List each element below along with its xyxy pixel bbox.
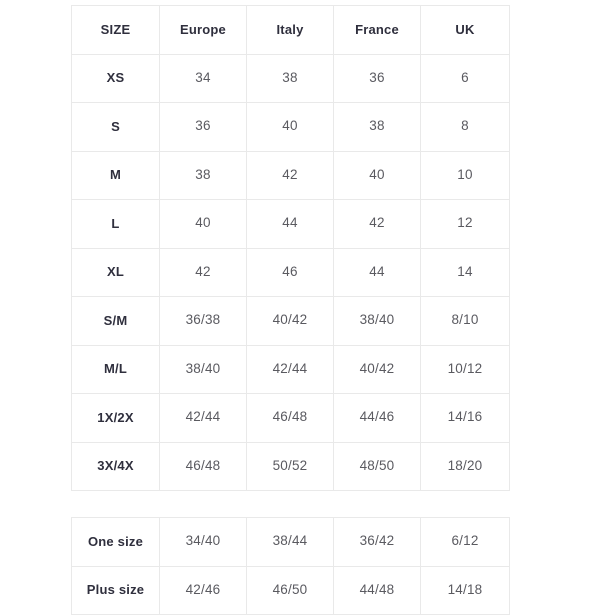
cell-france: 42: [333, 199, 421, 249]
cell-italy: 50/52: [246, 441, 334, 491]
row-label-s: S: [71, 102, 160, 152]
cell-italy: 46: [246, 247, 334, 297]
row-label-one-size: One size: [71, 517, 160, 567]
standard-size-table: SIZE Europe Italy France UK XS 34 38 36 …: [71, 5, 510, 491]
column-header-france: France: [333, 5, 421, 55]
cell-europe: 38/40: [159, 344, 247, 394]
row-label-s-m: S/M: [71, 296, 160, 346]
table-row: S/M 36/38 40/42 38/40 8/10: [71, 296, 510, 346]
table-header: SIZE Europe Italy France UK: [71, 5, 510, 55]
column-header-europe: Europe: [159, 5, 247, 55]
table-row: Plus size 42/46 46/50 44/48 14/18: [71, 565, 510, 615]
cell-europe: 36: [159, 102, 247, 152]
table-row: 3X/4X 46/48 50/52 48/50 18/20: [71, 441, 510, 491]
row-label-plus-size: Plus size: [71, 565, 160, 615]
cell-italy: 44: [246, 199, 334, 249]
row-label-m-l: M/L: [71, 344, 160, 394]
column-header-uk: UK: [420, 5, 510, 55]
cell-europe: 42/44: [159, 393, 247, 443]
table-row: L 40 44 42 12: [71, 199, 510, 249]
table-row: One size 34/40 38/44 36/42 6/12: [71, 517, 510, 567]
cell-italy: 42: [246, 150, 334, 200]
row-label-m: M: [71, 150, 160, 200]
cell-italy: 38: [246, 53, 334, 103]
cell-italy: 40: [246, 102, 334, 152]
cell-europe: 36/38: [159, 296, 247, 346]
table-header-row: SIZE Europe Italy France UK: [71, 5, 510, 55]
cell-france: 44: [333, 247, 421, 297]
cell-france: 48/50: [333, 441, 421, 491]
cell-france: 38/40: [333, 296, 421, 346]
cell-uk: 8: [420, 102, 510, 152]
row-label-xl: XL: [71, 247, 160, 297]
cell-europe: 42: [159, 247, 247, 297]
cell-uk: 14/18: [420, 565, 510, 615]
column-header-italy: Italy: [246, 5, 334, 55]
cell-uk: 12: [420, 199, 510, 249]
cell-uk: 8/10: [420, 296, 510, 346]
cell-europe: 34: [159, 53, 247, 103]
cell-france: 38: [333, 102, 421, 152]
cell-uk: 10/12: [420, 344, 510, 394]
table-row: XS 34 38 36 6: [71, 53, 510, 103]
cell-europe: 46/48: [159, 441, 247, 491]
cell-uk: 6/12: [420, 517, 510, 567]
cell-france: 40: [333, 150, 421, 200]
row-label-l: L: [71, 199, 160, 249]
table-row: M/L 38/40 42/44 40/42 10/12: [71, 344, 510, 394]
cell-france: 36/42: [333, 517, 421, 567]
size-chart-container: SIZE Europe Italy France UK XS 34 38 36 …: [71, 5, 510, 615]
row-label-xs: XS: [71, 53, 160, 103]
column-header-size: SIZE: [71, 5, 160, 55]
table-row: XL 42 46 44 14: [71, 247, 510, 297]
row-label-3x-4x: 3X/4X: [71, 441, 160, 491]
cell-europe: 34/40: [159, 517, 247, 567]
cell-uk: 18/20: [420, 441, 510, 491]
cell-france: 40/42: [333, 344, 421, 394]
cell-uk: 14/16: [420, 393, 510, 443]
cell-europe: 42/46: [159, 565, 247, 615]
cell-italy: 38/44: [246, 517, 334, 567]
row-label-1x-2x: 1X/2X: [71, 393, 160, 443]
cell-france: 44/48: [333, 565, 421, 615]
table-row: M 38 42 40 10: [71, 150, 510, 200]
cell-uk: 14: [420, 247, 510, 297]
table-body: XS 34 38 36 6 S 36 40 38 8 M 38 42 40 10: [71, 53, 510, 491]
cell-italy: 40/42: [246, 296, 334, 346]
cell-italy: 46/50: [246, 565, 334, 615]
table-row: 1X/2X 42/44 46/48 44/46 14/16: [71, 393, 510, 443]
cell-france: 36: [333, 53, 421, 103]
table-row: S 36 40 38 8: [71, 102, 510, 152]
one-size-table: One size 34/40 38/44 36/42 6/12 Plus siz…: [71, 517, 510, 615]
cell-uk: 6: [420, 53, 510, 103]
cell-italy: 42/44: [246, 344, 334, 394]
table-separator-gap: [71, 491, 509, 517]
cell-europe: 38: [159, 150, 247, 200]
cell-italy: 46/48: [246, 393, 334, 443]
cell-europe: 40: [159, 199, 247, 249]
cell-uk: 10: [420, 150, 510, 200]
cell-france: 44/46: [333, 393, 421, 443]
